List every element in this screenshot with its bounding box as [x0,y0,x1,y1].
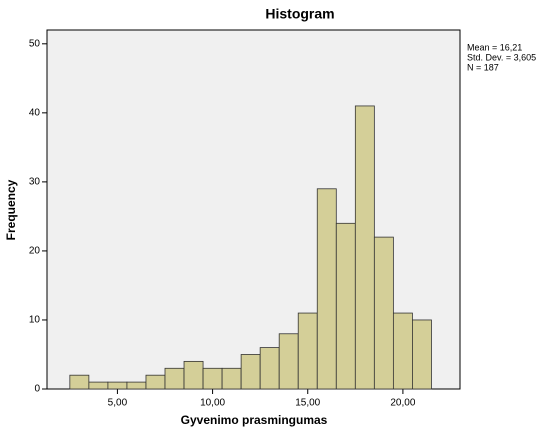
bar [202,367,223,390]
y-axis-label: Frequency [4,179,18,240]
annotation: Mean = 16,21 [467,42,522,52]
bar [392,312,413,390]
x-tick-label: 15,00 [295,398,320,409]
y-tick-label: 10 [29,315,41,326]
bar [107,381,128,390]
bar [259,347,280,390]
bar [88,381,109,390]
bar [164,367,185,390]
x-tick-label: 20,00 [390,398,415,409]
bar [373,236,394,390]
x-tick-label: 5,00 [108,398,128,409]
bar [335,222,356,390]
bar [221,367,242,390]
x-tick-label: 10,00 [200,398,225,409]
bar [278,333,299,390]
bar [316,188,337,390]
bar [240,354,261,390]
bar [354,105,375,390]
x-axis-label: Gyvenimo prasmingumas [181,413,328,427]
y-tick-label: 30 [29,177,41,188]
annotation: N = 187 [467,62,499,72]
y-tick-label: 40 [29,107,41,118]
y-tick-label: 50 [29,38,41,49]
bar [297,312,318,390]
bar [145,374,166,390]
annotation: Std. Dev. = 3,605 [467,52,536,62]
bar [183,360,204,390]
y-tick-label: 0 [34,384,40,395]
chart-title: Histogram [265,6,334,22]
bar [69,374,90,390]
bar [126,381,147,390]
y-tick-label: 20 [29,246,41,257]
bar [412,319,432,390]
